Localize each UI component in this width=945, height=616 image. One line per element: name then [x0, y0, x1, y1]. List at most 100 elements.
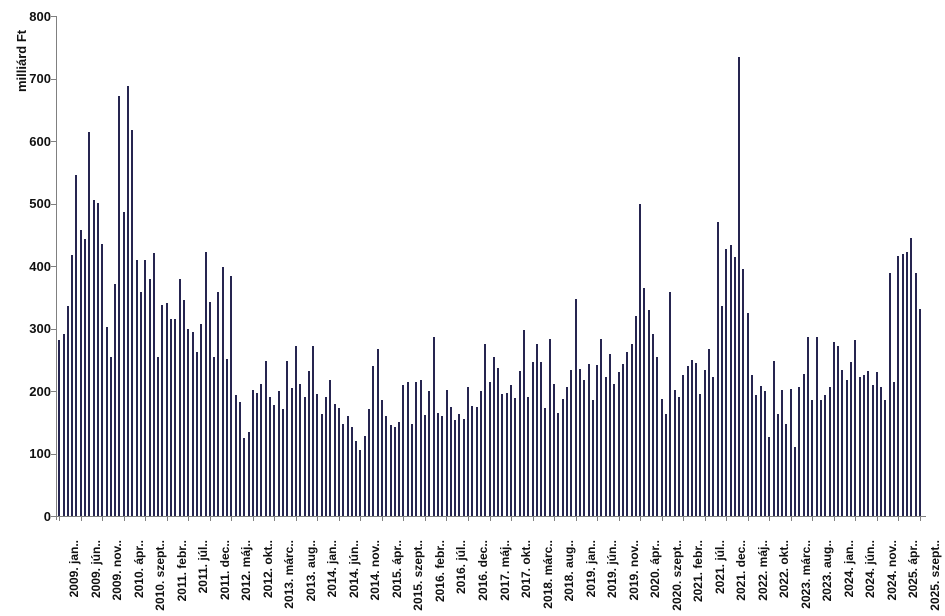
- bar: [471, 406, 474, 516]
- x-tick-mark: [597, 517, 599, 521]
- x-tick-label: 2020. szept..: [669, 540, 684, 611]
- y-tick-mark: [51, 78, 56, 80]
- x-tick-mark: [683, 517, 685, 521]
- x-tick-mark: [274, 517, 276, 521]
- x-tick-mark: [876, 517, 878, 521]
- bar: [277, 391, 280, 516]
- bar: [776, 413, 779, 516]
- y-tick-label: 300: [29, 321, 51, 336]
- bar: [454, 419, 457, 516]
- bar: [286, 361, 289, 516]
- bar: [213, 356, 216, 516]
- bar: [884, 399, 887, 516]
- bar: [127, 86, 130, 516]
- bar: [789, 388, 792, 516]
- bar: [402, 384, 405, 516]
- bar: [428, 391, 431, 516]
- x-tick-label: 2011. dec..: [217, 540, 232, 601]
- bar: [406, 381, 409, 516]
- bar: [587, 363, 590, 516]
- x-tick-label: 2017. máj..: [497, 540, 512, 601]
- bar: [914, 272, 917, 516]
- bar: [557, 412, 560, 516]
- bar: [260, 383, 263, 516]
- bar: [191, 331, 194, 516]
- bar: [591, 399, 594, 516]
- x-tick-mark: [790, 517, 792, 521]
- bar: [462, 419, 465, 516]
- x-tick-label: 2011. júl..: [196, 540, 211, 594]
- bar: [893, 381, 896, 516]
- x-tick-mark: [338, 517, 340, 521]
- bar: [118, 96, 121, 516]
- bar: [385, 416, 388, 516]
- bar: [337, 407, 340, 516]
- bar: [871, 384, 874, 516]
- x-tick-mark: [59, 517, 61, 521]
- bar: [376, 348, 379, 516]
- bar: [510, 384, 513, 516]
- bar: [389, 425, 392, 516]
- bar: [109, 356, 112, 516]
- x-tick-label: 2013. aug..: [303, 540, 318, 602]
- bar: [157, 356, 160, 516]
- x-tick-label: 2025. ápr..: [906, 540, 921, 599]
- x-tick-label: 2015. ápr..: [389, 540, 404, 599]
- bar: [905, 251, 908, 516]
- bar: [617, 372, 620, 516]
- bar: [350, 427, 353, 516]
- bar: [850, 361, 853, 516]
- x-tick-label: 2009. jún..: [88, 540, 103, 599]
- x-tick-label: 2009. jan..: [67, 540, 82, 598]
- bar: [540, 361, 543, 516]
- bar: [355, 441, 358, 516]
- x-tick-mark: [446, 517, 448, 521]
- x-tick-mark: [145, 517, 147, 521]
- bar: [492, 356, 495, 516]
- bar: [527, 396, 530, 516]
- x-tick-mark: [360, 517, 362, 521]
- bar: [695, 362, 698, 516]
- bar: [75, 175, 78, 516]
- x-tick-label: 2025. szept..: [927, 540, 942, 611]
- y-tick-mark: [51, 453, 56, 455]
- x-tick-mark: [295, 517, 297, 521]
- x-tick-label: 2016. febr..: [432, 540, 447, 603]
- bar: [742, 268, 745, 516]
- bar: [195, 351, 198, 516]
- x-tick-mark: [812, 517, 814, 521]
- bar: [183, 299, 185, 516]
- x-tick-mark: [231, 517, 233, 521]
- bar: [187, 328, 190, 516]
- bar: [230, 276, 233, 516]
- bar: [264, 361, 267, 516]
- bar: [303, 397, 306, 516]
- bar: [131, 129, 134, 516]
- bar: [475, 406, 478, 516]
- bar: [768, 436, 771, 516]
- bar: [316, 393, 319, 516]
- bar: [148, 278, 151, 516]
- y-tick-label: 600: [29, 133, 51, 149]
- bar: [647, 309, 650, 516]
- bar: [548, 339, 551, 516]
- bar: [578, 368, 581, 516]
- bar: [71, 254, 74, 516]
- bar: [58, 339, 61, 516]
- x-tick-mark: [102, 517, 104, 521]
- bar: [501, 393, 504, 516]
- x-tick-mark: [640, 517, 642, 521]
- x-tick-label: 2019. nov..: [626, 540, 641, 601]
- bar: [832, 341, 835, 516]
- bar: [630, 343, 633, 516]
- bar: [798, 387, 801, 516]
- x-tick-mark: [424, 517, 426, 521]
- bar: [746, 312, 749, 516]
- bar: [561, 399, 564, 516]
- bar: [781, 389, 784, 516]
- bar: [359, 450, 362, 516]
- bar: [488, 382, 491, 516]
- x-tick-mark: [855, 517, 857, 521]
- x-tick-mark: [833, 517, 835, 521]
- bar: [544, 407, 547, 516]
